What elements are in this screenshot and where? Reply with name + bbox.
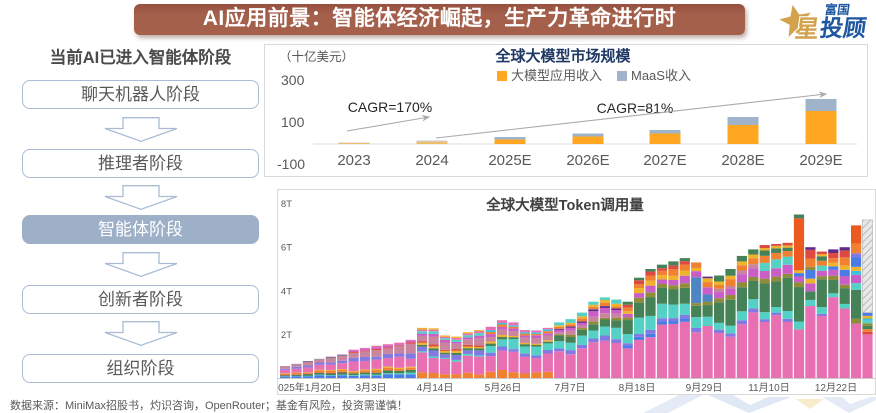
svg-text:-100: -100 — [277, 156, 305, 172]
svg-text:11月10日: 11月10日 — [748, 382, 790, 394]
svg-text:大模型应用收入: 大模型应用收入 — [511, 68, 602, 83]
svg-text:4T: 4T — [281, 286, 292, 297]
svg-text:2025E: 2025E — [488, 152, 531, 169]
svg-text:2024: 2024 — [415, 152, 448, 169]
svg-text:2025年1月20日: 2025年1月20日 — [278, 381, 341, 394]
svg-text:9月29日: 9月29日 — [686, 382, 723, 394]
svg-text:全球大模型Token调用量: 全球大模型Token调用量 — [485, 196, 644, 214]
svg-text:星: 星 — [793, 16, 821, 41]
svg-text:（十亿美元）: （十亿美元） — [279, 49, 354, 64]
svg-text:富国: 富国 — [824, 2, 851, 17]
svg-text:投顾: 投顾 — [818, 15, 868, 41]
svg-text:2027E: 2027E — [643, 152, 686, 169]
svg-text:7月7日: 7月7日 — [554, 382, 585, 394]
svg-text:CAGR=81%: CAGR=81% — [597, 100, 674, 116]
svg-text:5月26日: 5月26日 — [485, 382, 522, 394]
svg-text:100: 100 — [281, 114, 305, 130]
svg-text:300: 300 — [281, 72, 305, 88]
svg-text:CAGR=170%: CAGR=170% — [348, 99, 432, 115]
svg-text:8T: 8T — [281, 199, 292, 210]
svg-text:3月3日: 3月3日 — [355, 382, 386, 394]
svg-text:2023: 2023 — [337, 152, 370, 169]
svg-text:全球大模型市场规模: 全球大模型市场规模 — [494, 47, 631, 65]
svg-text:4月14日: 4月14日 — [417, 382, 454, 394]
svg-text:MaaS收入: MaaS收入 — [631, 68, 691, 83]
svg-text:6T: 6T — [281, 243, 292, 254]
svg-text:2T: 2T — [281, 330, 292, 341]
svg-text:8月18日: 8月18日 — [619, 382, 656, 394]
svg-text:2026E: 2026E — [566, 152, 609, 169]
svg-text:2029E: 2029E — [799, 152, 842, 169]
svg-text:2028E: 2028E — [721, 152, 764, 169]
svg-text:12月22日: 12月22日 — [815, 382, 857, 394]
